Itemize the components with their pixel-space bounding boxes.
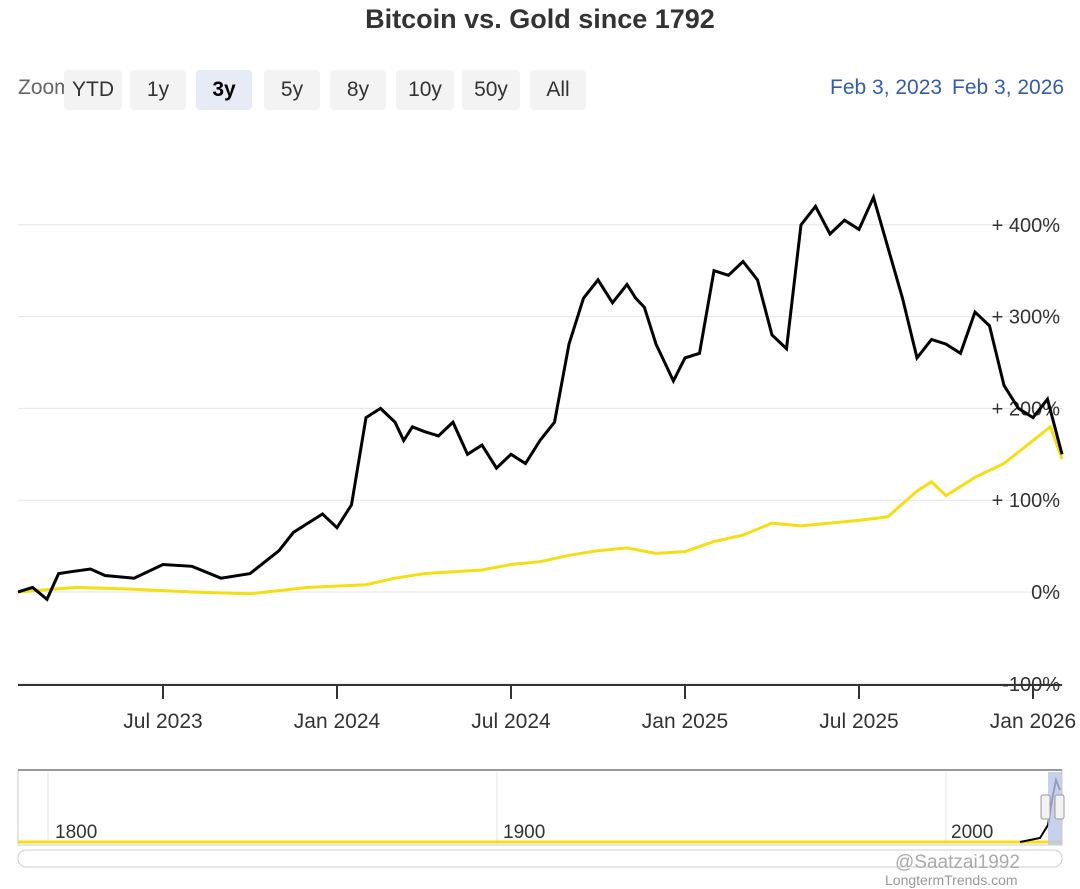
watermark-text: @Saatzai1992	[895, 852, 1020, 873]
x-tick-label: Jul 2023	[123, 710, 202, 733]
navigator-tick-2000: 2000	[951, 822, 993, 843]
zoom-button-8y[interactable]: 8y	[330, 70, 386, 110]
zoom-button-3y[interactable]: 3y	[196, 70, 252, 110]
gold-series-line	[17, 424, 1064, 596]
navigator[interactable]: 1800 1900 2000	[17, 769, 1065, 868]
x-tick-label: Jul 2024	[471, 710, 551, 733]
zoom-button-ytd[interactable]: YTD	[64, 70, 122, 110]
y-tick-label: + 300%	[992, 307, 1061, 329]
x-tick-label: Jan 2026	[990, 710, 1076, 733]
zoom-button-all[interactable]: All	[530, 70, 586, 110]
zoom-label: Zoom	[18, 76, 64, 99]
navigator-right-handle[interactable]	[1054, 794, 1065, 820]
x-tick-label: Jan 2024	[294, 710, 381, 733]
y-tick-label: -100%	[1002, 674, 1060, 696]
navigator-tick-1800: 1800	[55, 822, 97, 843]
range-to-date[interactable]: Feb 3, 2026	[952, 76, 1065, 99]
x-axis-ticks: Jul 2023 Jan 2024 Jul 2024 Jan 2025 Jul 2025…	[123, 685, 1076, 733]
y-tick-label: + 100%	[992, 490, 1061, 512]
bitcoin-series-line	[17, 192, 1064, 602]
navigator-tick-1900: 1900	[503, 822, 545, 843]
navigator-scrollbar[interactable]	[17, 849, 1063, 868]
navigator-left-handle[interactable]	[1040, 794, 1051, 820]
zoom-button-5y[interactable]: 5y	[264, 70, 320, 110]
x-tick-label: Jul 2025	[819, 710, 898, 733]
zoom-button-50y[interactable]: 50y	[462, 70, 520, 110]
chart-title: Bitcoin vs. Gold since 1792	[365, 4, 715, 34]
y-axis-ticks: -100%0%+ 100%+ 200%+ 300%+ 400%	[992, 215, 1061, 696]
y-tick-label: + 400%	[992, 215, 1061, 237]
x-tick-label: Jan 2025	[642, 710, 728, 733]
range-from-date[interactable]: Feb 3, 2023	[830, 76, 943, 99]
zoom-button-1y[interactable]: 1y	[130, 70, 186, 110]
y-tick-label: 0%	[1031, 582, 1060, 604]
gridlines	[18, 224, 1062, 685]
zoom-button-10y[interactable]: 10y	[396, 70, 454, 110]
source-credit[interactable]: LongtermTrends.com	[885, 872, 1018, 888]
navigator-frame	[17, 769, 1063, 846]
